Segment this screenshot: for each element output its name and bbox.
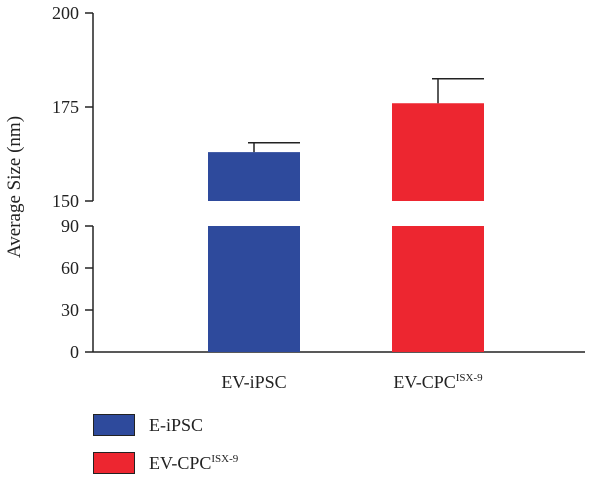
y-tick-label: 90	[61, 216, 79, 236]
bar-lower-segment	[208, 226, 300, 352]
y-ticks: 150 175 200 0 30 60 90	[52, 3, 93, 362]
x-tick-label: EV-CPCISX-9	[393, 372, 483, 392]
error-bars	[248, 78, 484, 153]
legend-label: E-iPSC	[149, 414, 204, 435]
y-tick-label: 60	[61, 258, 79, 278]
y-tick-label: 150	[52, 191, 79, 211]
legend-item-ev-cpc: EV-CPCISX-9	[93, 452, 238, 474]
legend-swatch-blue	[93, 414, 135, 436]
bar-chart: 150 175 200 0 30 60 90 EV-iPSC EV-CPCISX-9 Aver…	[4, 3, 585, 392]
legend-label: EV-CPCISX-9	[149, 452, 239, 473]
bars	[208, 103, 484, 352]
x-tick-label: EV-iPSC	[221, 372, 286, 392]
y-axis-label: Average Size (nm)	[4, 116, 25, 258]
y-tick-label: 30	[61, 300, 79, 320]
y-tick-label: 175	[52, 97, 79, 117]
legend-item-e-ipsc: E-iPSC	[93, 414, 203, 436]
axes	[92, 13, 585, 353]
bar-upper-segment	[392, 103, 484, 201]
legend-swatch-red	[93, 452, 135, 474]
bar-upper-segment	[208, 152, 300, 201]
y-tick-label: 200	[52, 3, 79, 23]
x-tick-labels: EV-iPSC EV-CPCISX-9	[221, 372, 483, 392]
y-tick-label: 0	[70, 342, 79, 362]
bar-lower-segment	[392, 226, 484, 352]
